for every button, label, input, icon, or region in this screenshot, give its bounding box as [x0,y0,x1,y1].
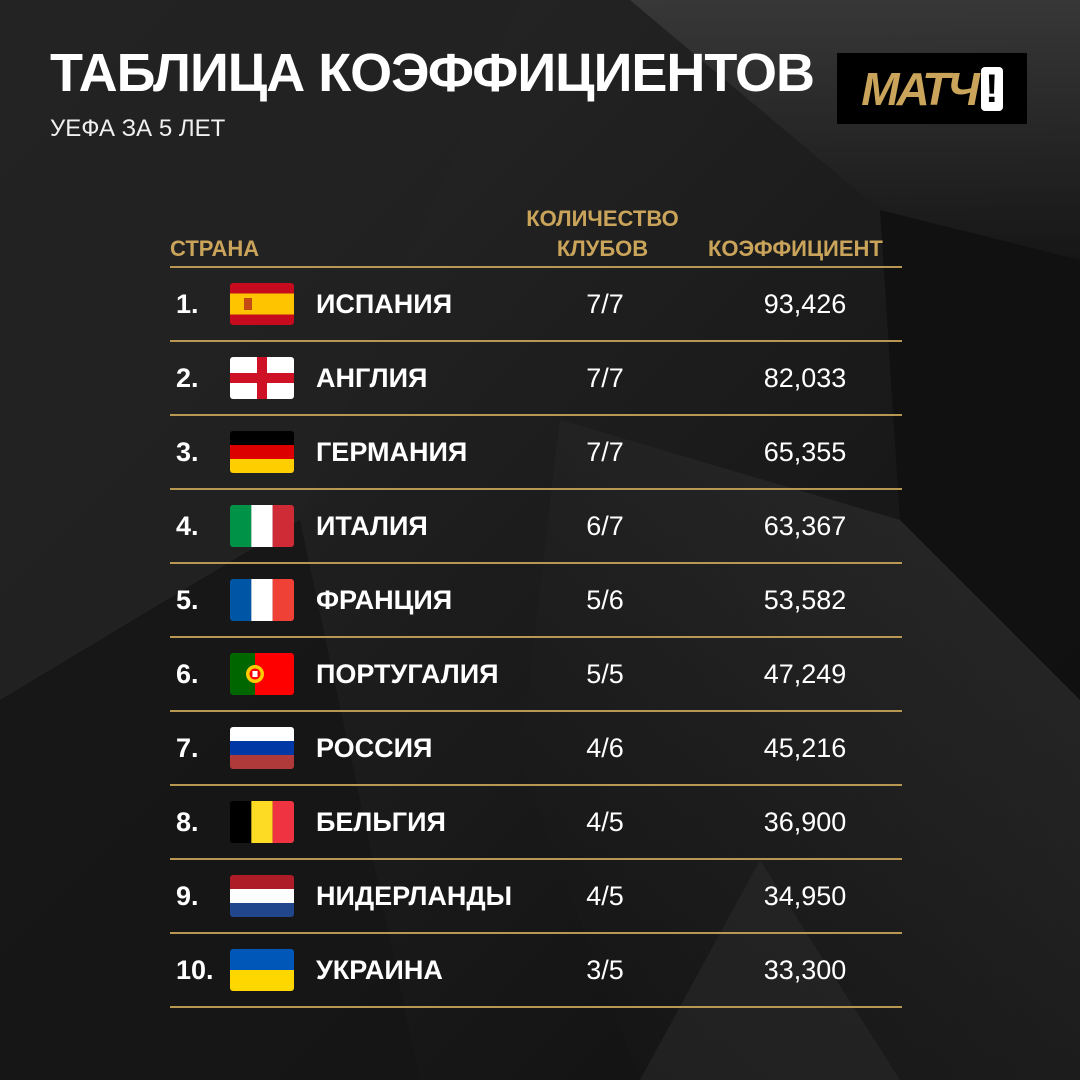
coefficient-value: 82,033 [763,363,847,393]
clubs-count: 6/7 [586,511,624,541]
table-row: 8. БЕЛЬГИЯ 4/5 36,900 [170,786,902,860]
country-name: ПОРТУГАЛИЯ [316,659,499,689]
clubs-count: 7/7 [586,289,624,319]
rank: 6. [176,659,199,689]
clubs-count: 7/7 [586,363,624,393]
table-row: 6. ПОРТУГАЛИЯ 5/5 47,249 [170,638,902,712]
spain-flag-icon [230,283,294,325]
rank: 4. [176,511,199,541]
table-row: 10. УКРАИНА 3/5 33,300 [170,934,902,1008]
portugal-flag-icon [230,653,294,695]
clubs-count: 4/5 [586,807,624,837]
coefficient-value: 65,355 [763,437,847,467]
table-row: 7. РОССИЯ 4/6 45,216 [170,712,902,786]
table-row: 9. НИДЕРЛАНДЫ 4/5 34,950 [170,860,902,934]
country-name: ФРАНЦИЯ [316,585,453,615]
rank: 1. [176,289,199,319]
ukraine-flag-icon [230,949,294,991]
table-row: 1. ИСПАНИЯ 7/7 93,426 [170,268,902,342]
country-name: АНГЛИЯ [316,363,428,393]
coefficients-table: 1. ИСПАНИЯ 7/7 93,426 2. АНГЛИЯ 7/7 82,0… [170,268,902,1008]
netherlands-flag-icon [230,875,294,917]
logo-text: МАТЧ [861,62,980,115]
country-name: БЕЛЬГИЯ [316,807,446,837]
clubs-count: 7/7 [586,437,624,467]
rank: 2. [176,363,199,393]
coefficient-value: 47,249 [763,659,847,689]
match-logo: МАТЧ ! [837,53,1027,124]
clubs-count: 4/6 [586,733,624,763]
page-subtitle: УЕФА ЗА 5 ЛЕТ [50,115,226,142]
country-name: ИСПАНИЯ [316,289,453,319]
coefficient-value: 34,950 [763,881,847,911]
france-flag-icon [230,579,294,621]
table-row: 2. АНГЛИЯ 7/7 82,033 [170,342,902,416]
england-flag-icon [230,357,294,399]
country-name: ГЕРМАНИЯ [316,437,468,467]
coefficient-value: 93,426 [763,289,847,319]
rank: 3. [176,437,199,467]
rank: 8. [176,807,199,837]
clubs-count: 3/5 [586,955,624,985]
clubs-count: 5/6 [586,585,624,615]
belgium-flag-icon [230,801,294,843]
coefficient-value: 36,900 [763,807,847,837]
rank: 9. [176,881,199,911]
logo-exclamation-mark: ! [980,66,1003,111]
clubs-count: 5/5 [586,659,624,689]
coefficient-value: 45,216 [763,733,847,763]
clubs-count: 4/5 [586,881,624,911]
table-row: 3. ГЕРМАНИЯ 7/7 65,355 [170,416,902,490]
country-name: РОССИЯ [316,733,433,763]
coefficient-value: 53,582 [763,585,847,615]
germany-flag-icon [230,431,294,473]
table-row: 5. ФРАНЦИЯ 5/6 53,582 [170,564,902,638]
column-header-coefficient: КОЭФФИЦИЕНТ [708,236,883,261]
column-header-clubs: КОЛИЧЕСТВО КЛУБОВ [526,206,679,261]
rank: 10. [176,955,214,985]
coefficient-value: 33,300 [763,955,847,985]
rank: 7. [176,733,199,763]
coefficient-value: 63,367 [763,511,847,541]
country-name: ИТАЛИЯ [316,511,428,541]
table-header-divider [170,266,902,268]
column-header-country: СТРАНА [170,236,260,261]
page-title: ТАБЛИЦА КОЭФФИЦИЕНТОВ [50,43,815,103]
russia-flag-icon [230,727,294,769]
table-row: 4. ИТАЛИЯ 6/7 63,367 [170,490,902,564]
country-name: НИДЕРЛАНДЫ [316,881,513,911]
rank: 5. [176,585,199,615]
country-name: УКРАИНА [316,955,443,985]
italy-flag-icon [230,505,294,547]
